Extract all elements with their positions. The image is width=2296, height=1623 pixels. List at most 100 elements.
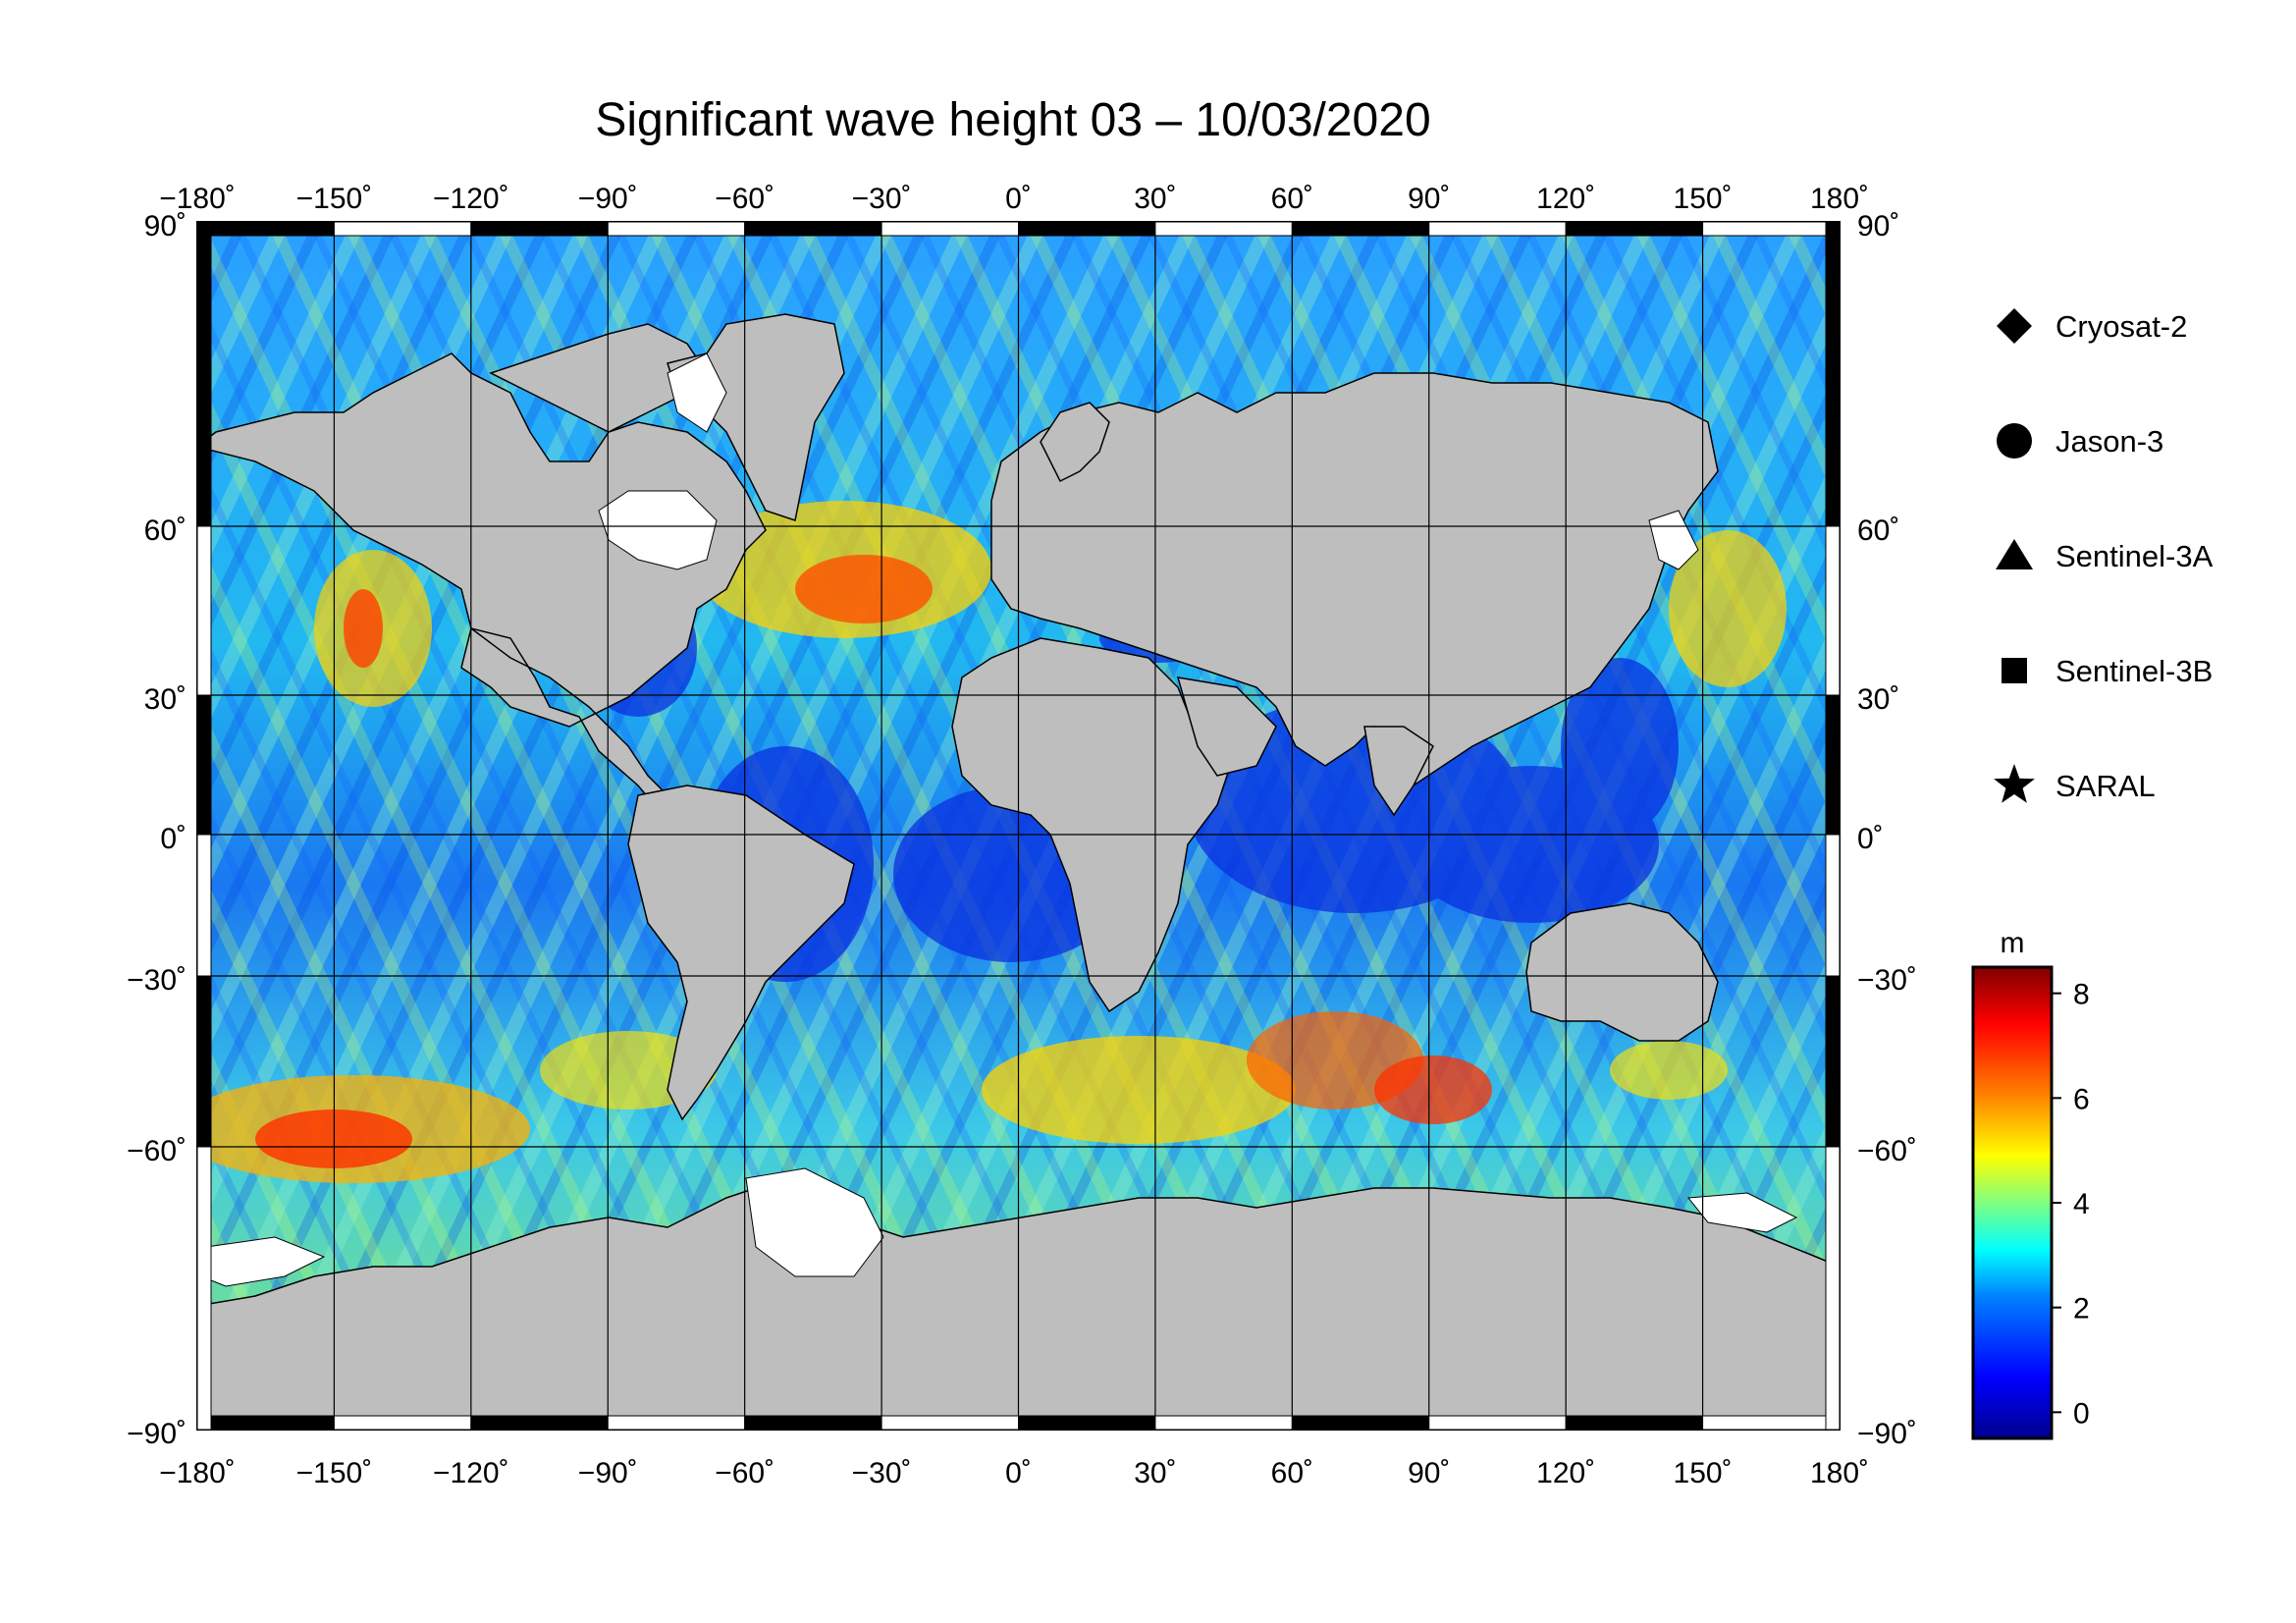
bottom-lon-label-6: 0˚ [1005, 1457, 1032, 1489]
bottom-border-segment-6 [1018, 1415, 1156, 1431]
top-lon-label-6: 0˚ [1005, 183, 1032, 215]
bottom-lon-label-10: 120˚ [1536, 1457, 1595, 1489]
right-border-segment-4 [1825, 975, 1841, 1148]
south-america [627, 784, 855, 1121]
bottom-lon-label-12: 180˚ [1810, 1457, 1869, 1489]
left-border-segment-4 [196, 975, 212, 1148]
wave-height-colorbar: m 0 2 4 6 8 [1971, 927, 2090, 1440]
diamond-icon [1997, 308, 2032, 344]
left-lat-label-4: −30˚ [127, 964, 187, 997]
bottom-border-segment-1 [333, 1415, 472, 1431]
top-border-segment-10 [1565, 221, 1704, 237]
colorbar-ramp [1971, 965, 2054, 1440]
legend-item-4: SARAL [1994, 764, 2156, 803]
bottom-border-segment-7 [1154, 1415, 1293, 1431]
legend-label: Jason-3 [2056, 424, 2163, 459]
top-lon-label-11: 150˚ [1674, 183, 1733, 215]
left-lat-label-5: −60˚ [127, 1135, 187, 1167]
australia [1525, 902, 1719, 1042]
africa [951, 637, 1238, 1013]
right-border-segment-2 [1825, 694, 1841, 836]
bottom-border-segment-0 [196, 1415, 335, 1431]
map-area [197, 222, 1840, 1430]
satellite-legend: Cryosat-2 Jason-3 Sentinel-3A Sentinel-3B SA… [1994, 308, 2214, 803]
north-america [197, 352, 767, 856]
bottom-border-segment-10 [1565, 1415, 1704, 1431]
right-lat-label-6: −90˚ [1857, 1418, 1917, 1450]
left-lat-label-2: 30˚ [144, 683, 187, 716]
triangle-icon [1996, 539, 2033, 569]
bottom-lon-label-3: −90˚ [578, 1457, 638, 1489]
colorbar-tick-label-2: 4 [2073, 1188, 2090, 1220]
right-border-segment-0 [1825, 221, 1841, 527]
legend-item-3: Sentinel-3B [2002, 654, 2213, 688]
bottom-border-segment-5 [881, 1415, 1019, 1431]
bottom-lon-label-11: 150˚ [1674, 1457, 1733, 1489]
top-border-segment-2 [470, 221, 609, 237]
top-lon-label-5: −30˚ [852, 183, 912, 215]
bottom-border-segment-8 [1291, 1415, 1430, 1431]
bottom-lon-label-2: −120˚ [433, 1457, 509, 1489]
arabia [1176, 676, 1277, 777]
legend-item-2: Sentinel-3A [1996, 539, 2214, 573]
colorbar-tick-label-1: 2 [2073, 1293, 2090, 1325]
top-border-segment-3 [607, 221, 746, 237]
bottom-border-segment-2 [470, 1415, 609, 1431]
right-border-segment-5 [1825, 1146, 1841, 1431]
map-border-ticks [196, 221, 1841, 1431]
bottom-lon-label-9: 90˚ [1408, 1457, 1450, 1489]
top-lon-label-0: −180˚ [159, 183, 236, 215]
europe-asia [990, 372, 1719, 787]
right-lat-label-5: −60˚ [1857, 1135, 1917, 1167]
legend-label: Sentinel-3A [2056, 539, 2214, 573]
top-lon-label-1: −150˚ [296, 183, 373, 215]
bottom-lon-label-0: −180˚ [159, 1457, 236, 1489]
bottom-lon-label-1: −150˚ [296, 1457, 373, 1489]
axis-labels: −180˚ −180˚ −150˚ −150˚ −120˚ −120˚ −90˚ −90˚ −6… [127, 183, 1917, 1489]
top-border-segment-11 [1702, 221, 1841, 237]
bottom-border-segment-4 [744, 1415, 882, 1431]
top-border-segment-9 [1428, 221, 1567, 237]
map-title: Significant wave height 03 – 10/03/2020 [595, 94, 1430, 146]
left-lat-label-6: −90˚ [127, 1418, 187, 1450]
top-border-segment-0 [196, 221, 335, 237]
left-lat-label-0: 90˚ [144, 210, 187, 243]
bottom-lon-label-5: −30˚ [852, 1457, 912, 1489]
legend-item-1: Jason-3 [1997, 423, 2163, 459]
left-border-segment-2 [196, 694, 212, 836]
bottom-lon-label-7: 30˚ [1134, 1457, 1176, 1489]
left-border-segment-0 [196, 221, 212, 527]
scandinavia [1040, 402, 1110, 483]
bottom-border-segment-3 [607, 1415, 746, 1431]
bottom-border-segment-11 [1702, 1415, 1841, 1431]
right-lat-label-2: 30˚ [1857, 683, 1899, 716]
top-border-segment-7 [1154, 221, 1293, 237]
top-border-segment-5 [881, 221, 1019, 237]
bottom-lon-label-8: 60˚ [1271, 1457, 1313, 1489]
top-border-segment-4 [744, 221, 882, 237]
top-lon-label-8: 60˚ [1271, 183, 1313, 215]
colorbar-ticks: 0 2 4 6 8 [2052, 979, 2090, 1430]
india [1363, 726, 1434, 817]
top-border-segment-6 [1018, 221, 1156, 237]
left-border-segment-3 [196, 834, 212, 977]
sea-ice [200, 352, 1798, 1287]
top-lon-label-3: −90˚ [578, 183, 638, 215]
star-icon [1994, 764, 2035, 803]
left-lat-label-1: 60˚ [144, 514, 187, 547]
right-border-segment-1 [1825, 525, 1841, 696]
legend-label: SARAL [2056, 769, 2156, 803]
top-lon-label-10: 120˚ [1536, 183, 1595, 215]
bottom-lon-label-4: −60˚ [715, 1457, 774, 1489]
right-lat-label-1: 60˚ [1857, 514, 1899, 547]
square-icon [2002, 658, 2027, 683]
right-lat-label-4: −30˚ [1857, 964, 1917, 997]
right-border-segment-3 [1825, 834, 1841, 977]
colorbar-tick-label-4: 8 [2073, 979, 2090, 1011]
top-lon-label-4: −60˚ [715, 183, 774, 215]
legend-label: Cryosat-2 [2056, 309, 2187, 344]
bottom-border-segment-9 [1428, 1415, 1567, 1431]
circle-icon [1997, 423, 2032, 459]
top-lon-label-2: −120˚ [433, 183, 509, 215]
